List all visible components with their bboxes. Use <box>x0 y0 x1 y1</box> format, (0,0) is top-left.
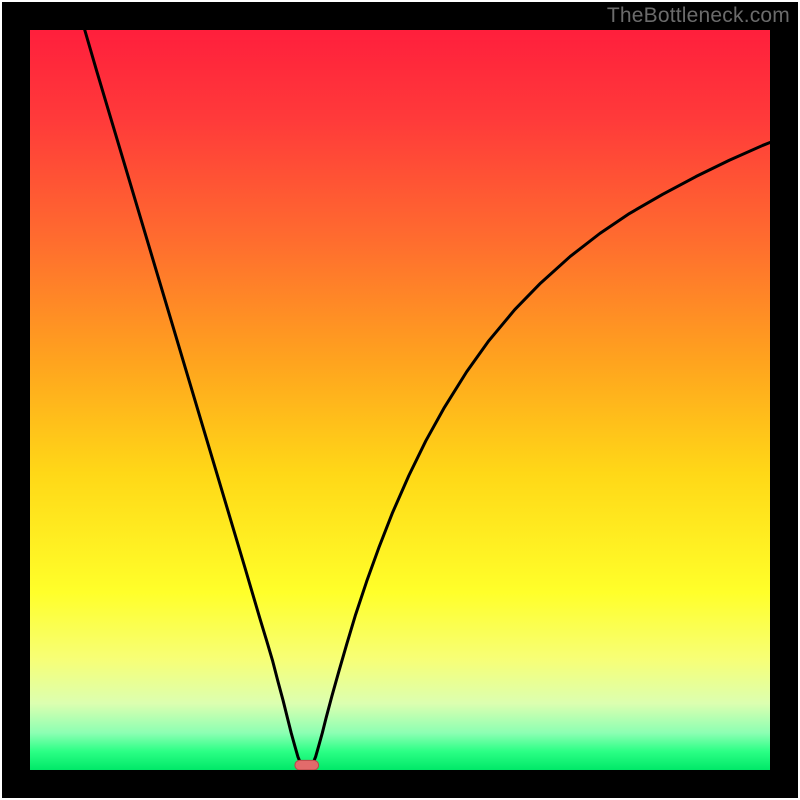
minimum-marker <box>295 760 319 770</box>
chart-background <box>30 30 770 770</box>
watermark-text: TheBottleneck.com <box>607 4 790 28</box>
bottleneck-chart <box>0 0 800 800</box>
